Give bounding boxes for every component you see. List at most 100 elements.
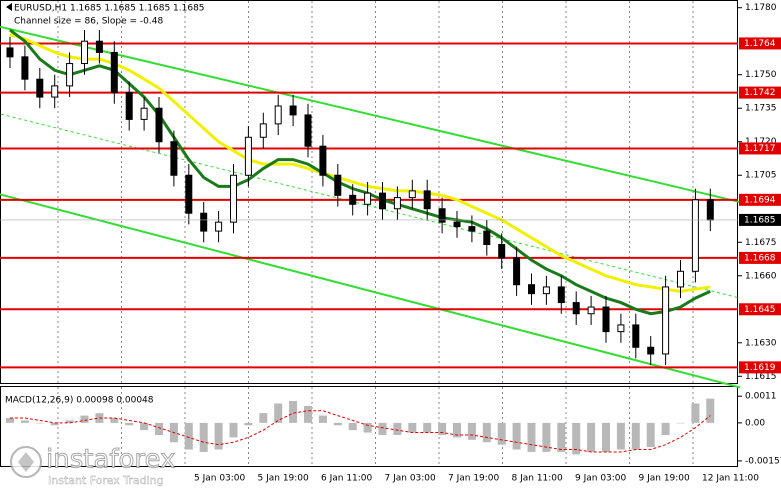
trend-line [0,25,741,204]
macd-bar [20,420,29,423]
candle-body [513,257,521,286]
price-panel [0,0,738,384]
macd-y-tick-label: 0.00 [745,418,765,428]
candle-body [319,145,327,176]
macd-bar [587,422,596,452]
macd-bar [274,403,283,423]
x-tick-label: 9 Jan 19:00 [639,474,691,484]
macd-y-tick-label: -0.00157 [745,456,781,466]
candle-body [110,51,118,94]
level-label: 1.1619 [744,363,776,373]
macd-bar [706,398,715,423]
candle-body [662,286,670,355]
y-tick-label: 1.1630 [745,338,777,348]
trend-line [0,113,741,299]
candle-body [36,78,44,98]
candle-body [483,230,491,245]
macd-bar [65,420,74,423]
macd-bar [691,403,700,423]
candle-body [66,63,74,87]
macd-bar [527,422,536,452]
macd-bar [199,422,208,452]
macd-bar [140,422,149,431]
x-tick-label: 6 Jan 11:00 [321,474,373,484]
candle-body [632,324,640,348]
macd-bar [184,422,193,450]
macd-bar [408,422,417,433]
level-label: 1.1668 [744,253,776,263]
candle-body [244,136,252,176]
y-tick-label: 1.1780 [745,3,777,13]
macd-bar [214,422,223,450]
macd-bar [363,422,372,433]
macd-bar [318,415,327,423]
level-label-bg [739,86,781,99]
logo-mark [18,452,34,472]
x-tick-label: 5 Jan 19:00 [258,474,310,484]
macd-bar [572,422,581,455]
y-tick-label: 1.1735 [745,104,777,114]
moving-average [9,33,711,293]
candle-body [21,56,29,80]
macd-bar [289,401,298,423]
macd-bar [80,415,89,423]
trend-line [0,193,741,389]
candle-body [215,221,223,232]
candle-body [528,284,535,295]
macd-bar [6,418,14,423]
level-label-bg [739,142,781,155]
y-tick-label: 1.1675 [745,238,777,248]
macd-bar [453,422,461,438]
macd-bar [497,422,506,445]
macd-bar [467,422,476,440]
candle-body [140,107,148,120]
macd-bar [35,422,44,424]
macd-bar [304,405,312,423]
level-label: 1.1764 [744,39,776,49]
candle-body [125,92,133,120]
macd-bar [512,422,521,450]
candle-body [274,105,282,125]
level-label-bg [739,251,781,264]
x-tick-label: 7 Jan 19:00 [448,474,500,484]
candle-body [557,286,565,304]
macd-bar [482,422,491,443]
candle-body [408,190,416,199]
macd-bar [259,413,268,423]
candle-body [572,302,580,315]
x-tick-label: 7 Jan 03:00 [385,474,437,484]
macd-bar [229,422,238,438]
candle-body [200,212,208,232]
current-price-bg [739,213,781,226]
x-tick-label: 5 Jan 03:00 [194,474,246,484]
y-tick-label: 1.1720 [745,137,777,147]
symbol-header: EURUSD,H1 1.1685 1.1685 1.1685 1.1685 [14,4,205,14]
level-label: 1.1717 [744,144,776,154]
y-tick-label: 1.1705 [745,171,777,181]
macd-panel [0,386,738,467]
macd-bar [244,422,253,426]
level-label: 1.1645 [744,305,776,315]
level-label-bg [739,361,781,374]
y-tick-label: 1.1660 [745,271,777,281]
candle-body [647,346,655,355]
candle-body [498,243,506,259]
candle-body [602,306,610,333]
candle-body [706,199,714,221]
candle-body [617,324,625,333]
macd-bar [631,422,640,450]
macd-bar [438,422,447,435]
macd-bar [110,418,119,423]
x-tick-label: 8 Jan 11:00 [512,474,564,484]
macd-bar [661,422,670,435]
candle-body [259,123,267,138]
macd-bar [378,422,387,435]
candle-body [364,192,372,205]
macd-bar [423,422,432,433]
macd-bar [616,422,625,450]
candle-body [185,174,193,214]
macd-bar [676,422,685,424]
macd-bar [348,422,357,431]
candle-body [170,141,178,176]
logo-tagline: Instant Forex Trading [48,474,164,487]
